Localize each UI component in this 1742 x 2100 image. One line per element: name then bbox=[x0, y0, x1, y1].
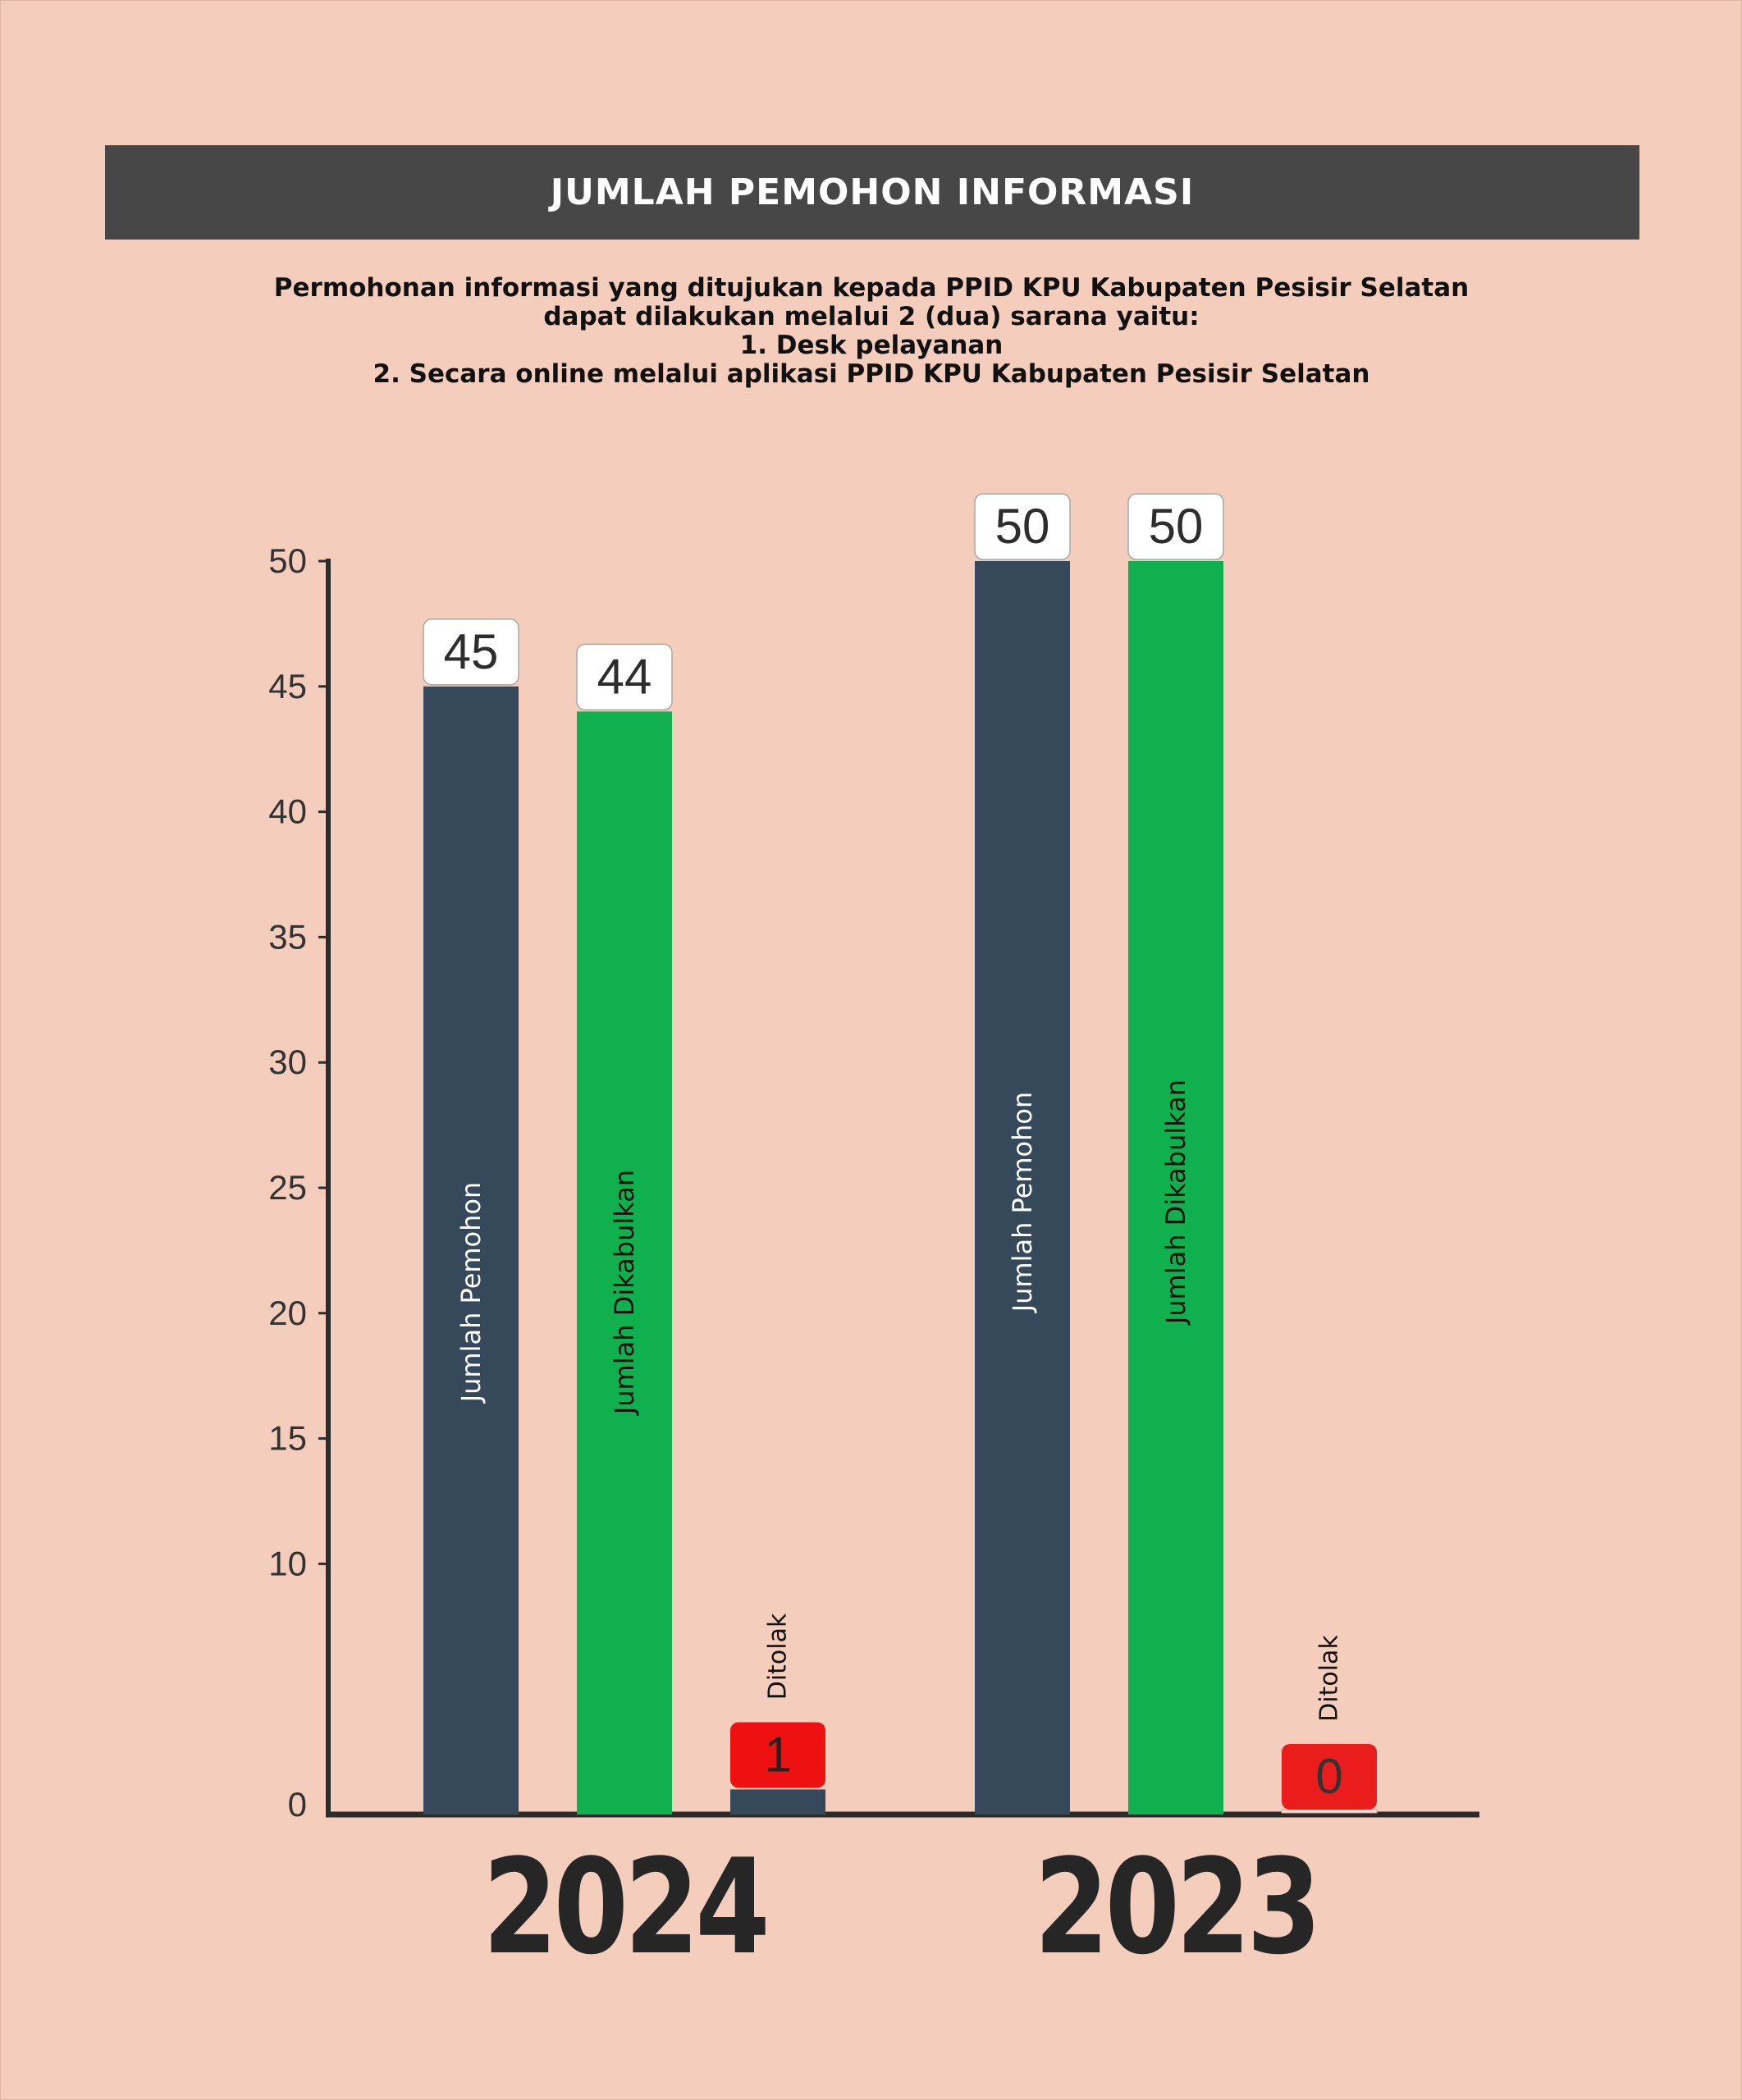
year-label-2024: 2024 bbox=[482, 1830, 770, 1984]
y-tick-label-50: 50 bbox=[268, 541, 307, 580]
value-label-box-2024-2 bbox=[730, 1722, 825, 1788]
bar-2024-2 bbox=[730, 1789, 825, 1815]
series-label-2023-2: Ditolak bbox=[1315, 1635, 1344, 1722]
y-tick-label-10: 10 bbox=[268, 1544, 307, 1582]
value-label-2023-2: 0 bbox=[1315, 1749, 1342, 1804]
series-label-2023-1: Jumlah Dikabulkan bbox=[1160, 1080, 1191, 1326]
y-tick-label-25: 25 bbox=[268, 1168, 307, 1207]
value-label-2024-1: 44 bbox=[597, 649, 652, 704]
y-tick-label-0: 0 bbox=[288, 1785, 307, 1824]
series-label-2024-2: Ditolak bbox=[764, 1613, 793, 1700]
value-label-box-2024-1 bbox=[576, 643, 673, 711]
series-label-2023-0: Jumlah Pemohon bbox=[1007, 1092, 1038, 1314]
description-line-4: 2. Secara online melalui aplikasi PPID K… bbox=[373, 359, 1370, 389]
title-bar: JUMLAH PEMOHON INFORMASI bbox=[105, 145, 1639, 240]
description-line-3: 1. Desk pelayanan bbox=[739, 331, 1004, 360]
value-label-2024-2: 1 bbox=[764, 1727, 791, 1782]
chart-description: Permohonan informasi yang ditujukan kepa… bbox=[164, 274, 1579, 389]
description-line-2: dapat dilakukan melalui 2 (dua) sarana y… bbox=[543, 302, 1200, 331]
y-tick-label-40: 40 bbox=[268, 792, 307, 831]
value-label-2024-0: 45 bbox=[444, 624, 499, 679]
value-label-box-2024-0 bbox=[423, 619, 519, 686]
bar-2023-2 bbox=[1281, 1809, 1378, 1814]
bar-2024-0 bbox=[423, 686, 519, 1815]
series-label-2024-0: Jumlah Pemohon bbox=[455, 1182, 487, 1404]
bar-2023-0 bbox=[975, 561, 1070, 1815]
y-tick-label-30: 30 bbox=[268, 1043, 307, 1081]
year-label-2023: 2023 bbox=[1034, 1830, 1321, 1984]
value-label-box-2023-0 bbox=[974, 493, 1071, 560]
y-tick-label-35: 35 bbox=[268, 917, 307, 956]
y-tick-label-15: 15 bbox=[268, 1419, 307, 1458]
y-tick-label-45: 45 bbox=[268, 667, 307, 705]
bar-2023-1 bbox=[1128, 561, 1223, 1815]
value-label-box-2023-1 bbox=[1127, 493, 1224, 560]
chart-title: JUMLAH PEMOHON INFORMASI bbox=[550, 171, 1195, 213]
description-line-1: Permohonan informasi yang ditujukan kepa… bbox=[273, 273, 1470, 303]
series-label-2024-1: Jumlah Dikabulkan bbox=[609, 1170, 640, 1416]
value-label-2023-1: 50 bbox=[1149, 499, 1204, 554]
value-label-2023-0: 50 bbox=[995, 499, 1050, 554]
value-label-box-2023-2 bbox=[1282, 1744, 1377, 1810]
bar-2024-1 bbox=[577, 711, 672, 1815]
y-tick-label-20: 20 bbox=[268, 1294, 307, 1332]
